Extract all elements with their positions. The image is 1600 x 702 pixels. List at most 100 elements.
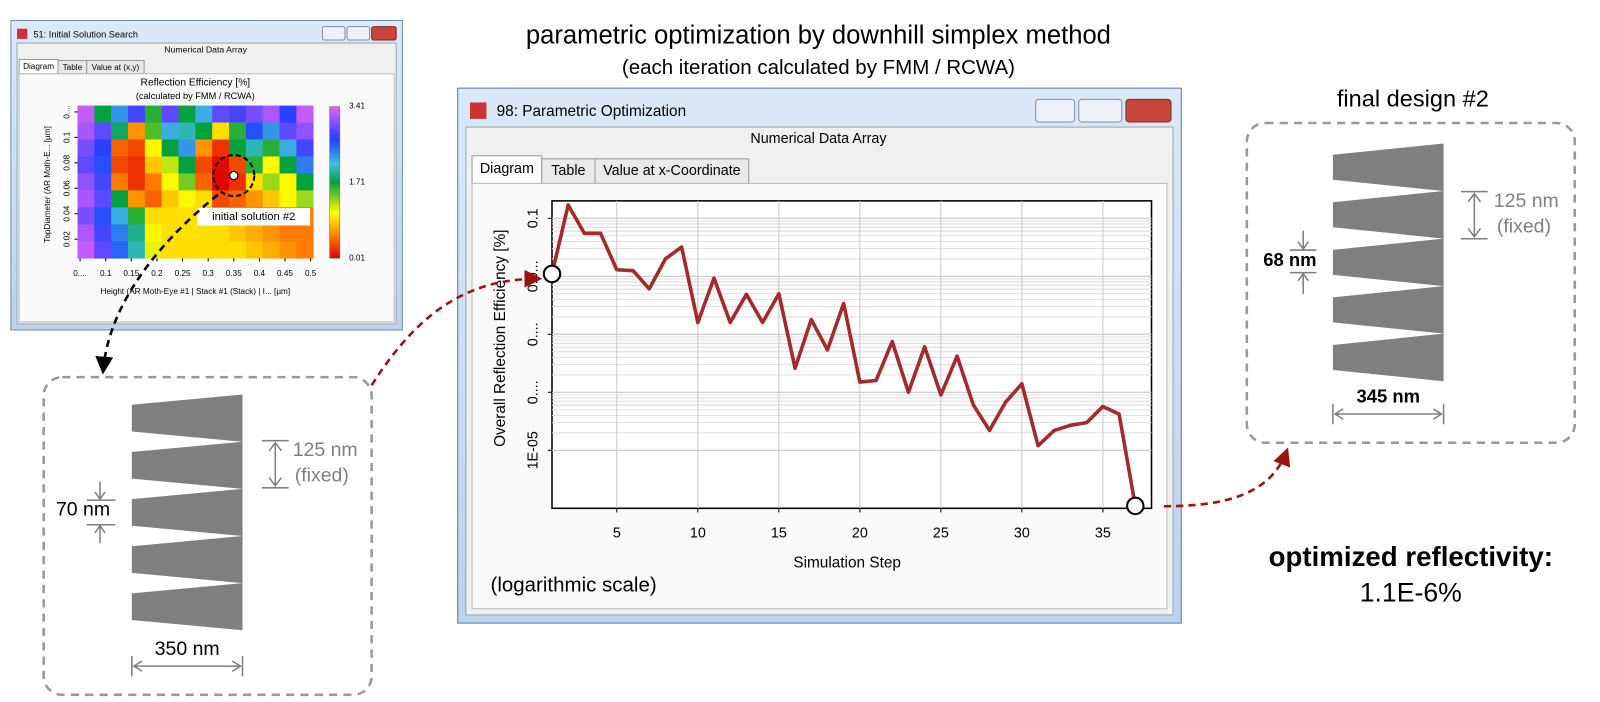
tab-label[interactable]: Value at x-Coordinate <box>603 163 741 179</box>
window-title: 98: Parametric Optimization <box>497 103 687 120</box>
tab-label[interactable]: Table <box>63 63 83 72</box>
heatmap-cell <box>77 139 95 157</box>
pitch-label: 125 nm <box>1494 190 1559 212</box>
annotation-text: initial solution #2 <box>212 211 295 223</box>
minimize-button[interactable] <box>321 26 346 41</box>
heatmap-cell <box>229 224 247 242</box>
x-tick-label: 0.25 <box>175 269 191 278</box>
heatmap-cell <box>128 105 146 123</box>
heatmap-cell <box>111 122 129 140</box>
top-label: 68 nm <box>1263 249 1316 270</box>
final-tooth <box>1332 333 1444 382</box>
y-tick-label: 0.... <box>62 105 71 119</box>
final-dimensions: 125 nm (fixed) 68 nm 345 nm <box>1263 190 1559 425</box>
minimize-button[interactable] <box>1035 98 1076 123</box>
maximize-button[interactable] <box>346 26 371 41</box>
connector-arrow <box>95 193 219 375</box>
heatmap-cell <box>262 122 280 140</box>
heatmap-cell <box>262 105 280 123</box>
x-tick-label: 0.3 <box>202 269 214 278</box>
heatmap-cell <box>161 190 179 208</box>
x-tick-label: 15 <box>771 526 787 542</box>
heatmap-cell <box>195 224 213 242</box>
heatmap-cell <box>296 105 314 123</box>
header: Numerical Data Array <box>164 45 247 55</box>
heatmap-cell <box>229 190 247 208</box>
heatmap-cell <box>262 156 280 174</box>
y-axis-label: TopDiameter (AR Moth-E... [µm] <box>43 126 52 243</box>
heatmap-cell <box>94 207 112 225</box>
close-button[interactable] <box>1125 98 1172 123</box>
heatmap-cell <box>262 224 280 242</box>
heatmap-cell <box>111 156 129 174</box>
initial-tooth <box>131 488 243 536</box>
heatmap-cell <box>77 156 95 174</box>
heatmap-cell <box>195 241 213 259</box>
heatmap-cell <box>161 122 179 140</box>
heatmap-cell <box>111 207 129 225</box>
heatmap-cell <box>212 139 230 157</box>
x-tick-label: 35 <box>1095 526 1111 542</box>
y-tick-label: 0.1 <box>62 131 71 143</box>
colorbar <box>329 106 341 259</box>
heatmap-cell <box>128 173 146 191</box>
heatmap-cell <box>144 241 162 259</box>
y-tick-label: 0.02 <box>62 231 71 247</box>
main-subtitle: (each iteration calculated by FMM / RCWA… <box>622 56 1015 79</box>
x-tick-label: 25 <box>933 526 949 542</box>
heatmap-cell <box>161 241 179 259</box>
tab-label[interactable]: Table <box>551 163 585 179</box>
main-title: parametric optimization by downhill simp… <box>526 22 1111 50</box>
colorbar-tick-label: 0.01 <box>349 253 365 262</box>
heatmap-cell <box>279 173 297 191</box>
y-tick-label: 0.... <box>525 380 541 404</box>
heatmap-cell <box>245 105 264 123</box>
heatmap-cell <box>178 241 196 259</box>
heatmap-cell <box>195 173 213 191</box>
close-button[interactable] <box>371 26 397 41</box>
heatmap-cell <box>77 241 95 259</box>
heatmap-cell <box>262 190 280 208</box>
heatmap-cell <box>128 241 146 259</box>
heatmap-cell <box>161 156 179 174</box>
heatmap-cell <box>279 139 297 157</box>
base-label: 345 nm <box>1356 386 1420 407</box>
annotation-circle <box>212 154 256 198</box>
final-tooth <box>1332 238 1444 287</box>
result-label: optimized reflectivity: <box>1269 541 1553 572</box>
heatmap-cell <box>128 156 146 174</box>
maximize-button[interactable] <box>1078 98 1123 123</box>
heatmap-cell <box>195 105 213 123</box>
heatmap-cell <box>161 139 179 157</box>
heatmap-cell <box>178 224 196 242</box>
heatmap-cell <box>128 122 146 140</box>
x-axis-label: Height (AR Moth-Eye #1 | Stack #1 (Stack… <box>101 287 291 296</box>
heatmap-cell <box>144 122 162 140</box>
heatmap-cell <box>128 207 146 225</box>
heatmap-cell <box>229 241 247 259</box>
heatmap-cell <box>111 105 129 123</box>
y-tick-label: 0.06 <box>62 180 71 196</box>
tab-label[interactable]: Diagram <box>23 62 54 71</box>
tab-label[interactable]: Value at (x,y) <box>92 63 140 72</box>
heatmap-cell <box>245 139 264 157</box>
heatmap-cell <box>296 173 314 191</box>
result-value: 1.1E-6% <box>1360 577 1462 607</box>
heatmap-cell <box>279 122 297 140</box>
heatmap-cell <box>161 173 179 191</box>
heatmap-cell <box>94 122 112 140</box>
tab-label[interactable]: Diagram <box>480 161 534 177</box>
heatmap-cell <box>94 241 112 259</box>
heatmap-cell <box>262 173 280 191</box>
heatmap-cell <box>111 190 129 208</box>
heatmap-cell <box>144 173 162 191</box>
heatmap-cell <box>262 139 280 157</box>
heatmap-cell <box>178 173 196 191</box>
heatmap-cell <box>212 122 230 140</box>
heatmap-cell <box>296 224 314 242</box>
heatmap-cell <box>212 190 230 208</box>
heatmap-cell <box>296 122 314 140</box>
pitch-note: (fixed) <box>295 465 349 487</box>
heatmap-cell <box>111 173 129 191</box>
final-tooth <box>1332 286 1444 334</box>
